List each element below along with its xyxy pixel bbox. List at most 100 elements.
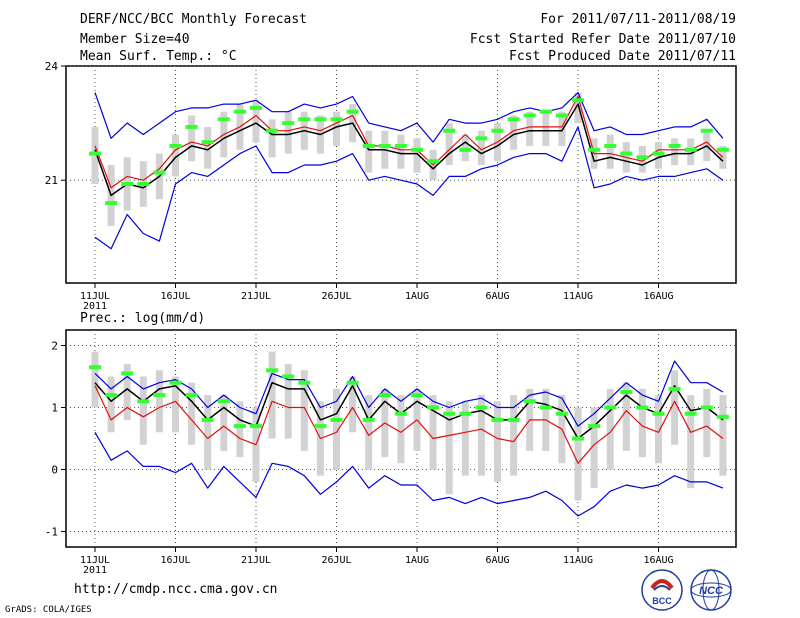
- y-tick-label: 0: [51, 464, 58, 477]
- ensemble-box: [510, 115, 518, 150]
- green-marker: [652, 411, 665, 416]
- green-marker: [89, 365, 101, 370]
- ensemble-box: [671, 138, 679, 165]
- ensemble-box: [107, 376, 115, 433]
- red-line: [94, 385, 724, 464]
- green-marker: [427, 405, 440, 410]
- ensemble-box: [365, 395, 373, 470]
- green-marker: [201, 140, 214, 145]
- ensemble-box: [606, 134, 614, 169]
- ensemble-box: [445, 123, 453, 165]
- green-marker: [378, 143, 391, 148]
- green-marker: [523, 399, 536, 404]
- y-tick-label: 1: [51, 402, 58, 415]
- green-marker: [121, 182, 134, 187]
- ensemble-box: [574, 92, 582, 124]
- ensemble-box: [445, 401, 453, 495]
- ensemble-box: [349, 376, 357, 433]
- green-marker: [684, 147, 697, 152]
- x-tick-label: 26JUL: [321, 555, 351, 566]
- green-marker: [555, 411, 568, 416]
- green-marker: [330, 117, 343, 122]
- green-marker: [137, 182, 150, 187]
- x-tick-label: 6AUG: [485, 555, 509, 566]
- green-marker: [700, 405, 713, 410]
- green-marker: [555, 113, 568, 118]
- plot-frame: [65, 65, 737, 284]
- green-marker: [604, 143, 617, 148]
- green-marker: [443, 411, 456, 416]
- green-marker: [250, 105, 262, 110]
- green-marker: [507, 417, 520, 422]
- ensemble-box: [638, 388, 646, 458]
- ensemble-box: [365, 130, 373, 173]
- green-marker: [298, 117, 311, 122]
- green-marker: [185, 393, 198, 398]
- ensemble-box: [606, 388, 614, 470]
- green-marker: [314, 117, 327, 122]
- ensemble-box: [558, 111, 566, 146]
- ensemble-box: [461, 401, 469, 476]
- forecast-title: DERF/NCC/BCC Monthly Forecast: [80, 12, 307, 27]
- green-marker: [588, 424, 601, 429]
- green-marker: [427, 159, 440, 164]
- y-tick-label: 21: [45, 174, 58, 187]
- green-marker: [105, 201, 118, 206]
- blue-lower-line: [94, 432, 724, 517]
- ensemble-box: [236, 401, 244, 458]
- green-marker: [282, 121, 295, 126]
- green-marker: [411, 393, 423, 398]
- x-tick-label: 11JUL: [80, 291, 110, 302]
- member-size-label: Member Size=40: [80, 32, 190, 47]
- green-marker: [250, 424, 262, 429]
- x-tick-label: 16JUL: [160, 555, 190, 566]
- plot-frame: [65, 329, 737, 548]
- ensemble-box: [622, 382, 630, 451]
- green-marker: [716, 147, 729, 152]
- green-marker: [572, 436, 584, 441]
- green-marker: [475, 405, 488, 410]
- ensemble-box: [526, 111, 534, 146]
- x-tick-label: 16AUG: [643, 555, 673, 566]
- blue-upper-line: [94, 360, 724, 427]
- forecast-period: For 2011/07/11-2011/08/19: [540, 12, 736, 27]
- green-marker: [346, 109, 359, 114]
- precip-label: Prec.: log(mm/d): [80, 311, 205, 326]
- green-marker: [539, 109, 552, 114]
- green-marker: [330, 417, 343, 422]
- y-tick-label: 24: [45, 60, 59, 73]
- ensemble-box: [188, 382, 196, 445]
- green-marker: [684, 411, 697, 416]
- ensemble-box: [188, 115, 196, 162]
- green-marker: [169, 143, 182, 148]
- green-marker: [121, 371, 134, 376]
- ensemble-box: [300, 370, 308, 451]
- blue-upper-line: [94, 91, 724, 143]
- ensemble-box: [155, 370, 163, 433]
- ensemble-box: [703, 388, 711, 458]
- x-tick-label: 1AUG: [405, 555, 429, 566]
- green-marker: [394, 411, 407, 416]
- x-tick-label: 11JUL: [80, 555, 110, 566]
- ensemble-box: [510, 395, 518, 476]
- green-marker: [362, 143, 375, 148]
- green-marker: [314, 424, 327, 429]
- green-marker: [298, 380, 311, 385]
- source-url[interactable]: http://cmdp.ncc.cma.gov.cn: [74, 582, 278, 597]
- green-marker: [700, 128, 713, 133]
- green-marker: [137, 399, 150, 404]
- green-marker: [394, 143, 407, 148]
- y-tick-label: -1: [45, 526, 58, 539]
- ensemble-mean-line: [94, 103, 724, 197]
- green-marker: [443, 128, 456, 133]
- x-tick-label: 16JUL: [160, 291, 190, 302]
- ensemble-box: [687, 395, 695, 489]
- ensemble-box: [284, 111, 292, 154]
- green-marker: [201, 417, 214, 422]
- ensemble-box: [220, 395, 228, 451]
- x-year-label: 2011: [83, 565, 107, 576]
- ncc-logo-text: NCC: [699, 585, 724, 597]
- x-tick-label: 21JUL: [241, 555, 271, 566]
- x-tick-label: 26JUL: [321, 291, 351, 302]
